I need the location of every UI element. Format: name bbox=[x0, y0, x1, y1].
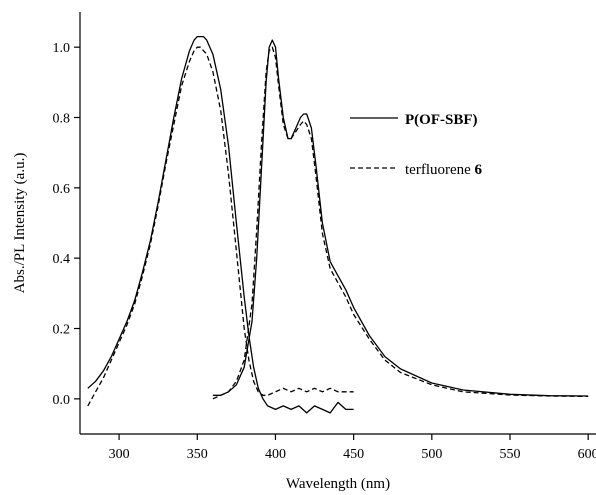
x-tick-label: 350 bbox=[187, 447, 208, 462]
legend-label-p-of-sbf-text: P(OF-SBF) bbox=[405, 112, 478, 128]
series-lines bbox=[87, 35, 589, 414]
legend-label-terfluorene-number: 6 bbox=[475, 162, 483, 178]
y-tick-label: 1.0 bbox=[53, 41, 71, 56]
x-tick-label: 550 bbox=[500, 447, 521, 462]
x-axis-ticks: 300 350 400 450 500 550 600 bbox=[109, 434, 596, 462]
legend-label-terfluorene: terfluorene 6 bbox=[405, 162, 483, 178]
y-tick-label: 0.2 bbox=[53, 323, 71, 338]
series-line-terfluorene-6-emission bbox=[212, 46, 589, 400]
x-axis-title: Wavelength (nm) bbox=[286, 476, 390, 492]
x-tick-label: 500 bbox=[421, 447, 442, 462]
series-line-p-of-sbf-emission bbox=[212, 39, 589, 397]
y-tick-label: 0.0 bbox=[53, 393, 71, 408]
x-tick-label: 300 bbox=[109, 447, 130, 462]
x-tick-label: 450 bbox=[343, 447, 364, 462]
legend: P(OF-SBF) terfluorene 6 bbox=[350, 112, 483, 178]
series-line-p-of-sbf-absorption bbox=[87, 35, 354, 414]
legend-label-p-of-sbf: P(OF-SBF) bbox=[405, 112, 478, 128]
legend-label-terfluorene-text: terfluorene bbox=[405, 162, 475, 178]
y-axis-ticks: 0.0 0.2 0.4 0.6 0.8 1.0 bbox=[53, 41, 80, 408]
y-tick-label: 0.8 bbox=[53, 112, 71, 127]
x-tick-label: 400 bbox=[265, 447, 286, 462]
y-tick-label: 0.4 bbox=[53, 252, 71, 267]
series-line-terfluorene-6-absorption bbox=[87, 46, 354, 407]
x-tick-label: 600 bbox=[578, 447, 596, 462]
plot-area bbox=[79, 12, 596, 435]
y-axis-title: Abs./PL Intensity (a.u.) bbox=[12, 153, 28, 294]
y-tick-label: 0.6 bbox=[53, 182, 71, 197]
